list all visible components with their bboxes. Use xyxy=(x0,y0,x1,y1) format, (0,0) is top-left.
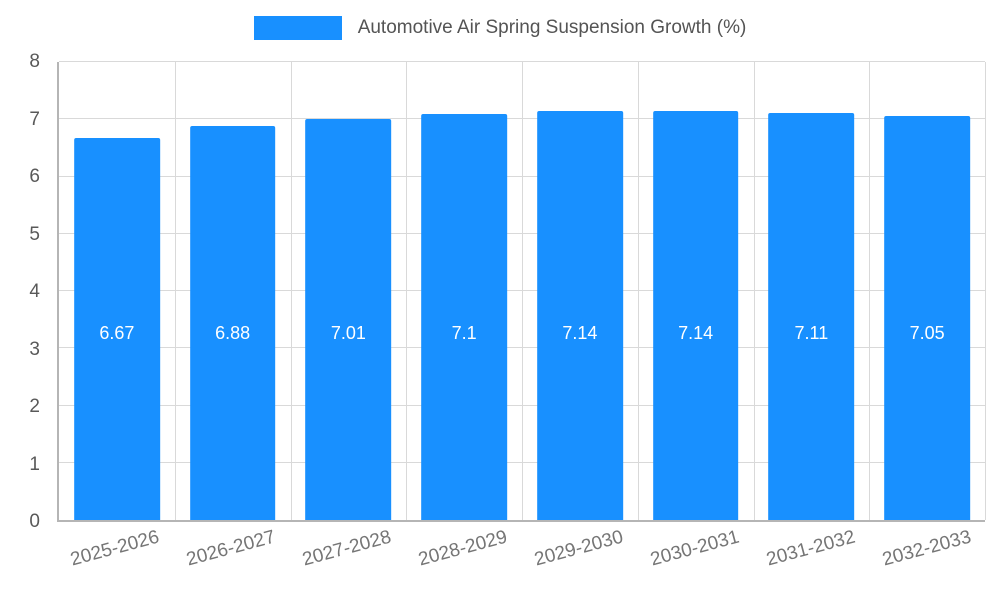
bar-value-label: 6.67 xyxy=(99,323,135,343)
bar-value-label: 7.01 xyxy=(330,323,366,343)
bar-2027-2028: 7.01 xyxy=(305,118,392,520)
bar-value-label: 7.11 xyxy=(794,323,829,343)
y-tick-label: 7 xyxy=(29,108,40,130)
v-gridline xyxy=(869,62,871,520)
v-gridline xyxy=(522,62,523,520)
bar-value-label: 6.88 xyxy=(215,323,251,343)
v-gridline xyxy=(637,62,639,520)
v-gridline xyxy=(753,62,755,520)
y-tick-label: 4 xyxy=(29,281,40,302)
y-tick-label: 2 xyxy=(29,396,40,417)
chart-title: Automotive Air Spring Suspension Growth … xyxy=(357,17,747,38)
y-tick-label: 1 xyxy=(29,453,40,475)
x-axis: 2025-2026 2026-2027 2027-2028 2028-2029 2029… xyxy=(57,524,985,594)
legend-color-swatch xyxy=(253,16,342,40)
bar-value-label: 7.05 xyxy=(909,323,945,343)
y-tick-label: 8 xyxy=(29,51,40,72)
v-gridline xyxy=(406,62,408,520)
y-tick-label: 3 xyxy=(29,338,40,360)
bar-value-label: 7.14 xyxy=(678,323,714,343)
v-gridline xyxy=(290,62,292,520)
v-gridline xyxy=(174,62,176,520)
y-axis: 0 1 2 3 4 5 6 7 8 xyxy=(0,51,48,532)
bar-2030-2031: 7.14 xyxy=(652,111,739,520)
plot-area: 6.67 6.88 7.01 7.1 7.14 7.14 7.11 7.05 xyxy=(57,61,986,522)
bar-value-label: 7.1 xyxy=(451,323,477,343)
bar-2029-2030: 7.14 xyxy=(537,111,623,520)
v-gridline xyxy=(985,62,986,520)
y-tick-label: 5 xyxy=(29,223,40,245)
bar-2032-2033: 7.05 xyxy=(884,116,970,520)
bar-2031-2032: 7.11 xyxy=(768,112,855,520)
bar-value-label: 7.14 xyxy=(562,323,598,343)
chart-legend: Automotive Air Spring Suspension Growth … xyxy=(0,16,1000,40)
y-tick-label: 0 xyxy=(29,511,40,532)
y-tick-label: 6 xyxy=(29,166,40,187)
bar-2026-2027: 6.88 xyxy=(189,126,276,520)
h-gridline xyxy=(59,61,985,62)
bar-2025-2026: 6.67 xyxy=(74,138,160,520)
bar-2028-2029: 7.1 xyxy=(421,113,507,520)
